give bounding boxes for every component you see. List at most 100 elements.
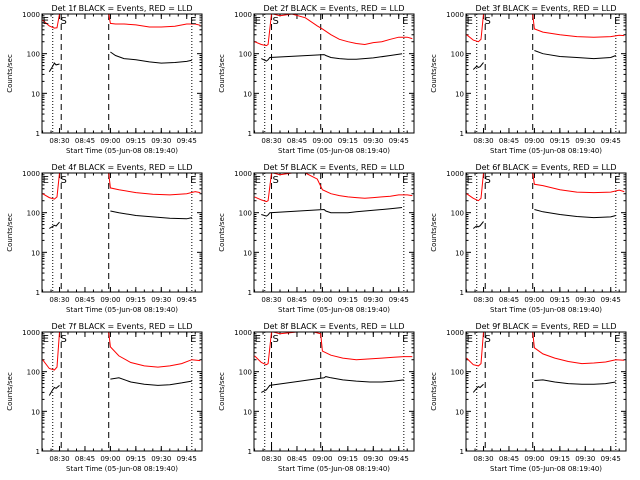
y-tick-label: 100 xyxy=(451,369,464,377)
x-tick-label: 09:15 xyxy=(338,137,358,145)
plot-frame xyxy=(253,331,415,452)
y-tick-label: 100 xyxy=(27,369,40,377)
e-marker-label: E xyxy=(190,334,196,345)
x-tick-label: 08:30 xyxy=(473,296,493,304)
chart-panel-6: Det 6f BLACK = Events, RED = LLD Counts/s… xyxy=(430,163,627,314)
plot-frame xyxy=(465,331,627,452)
e-marker-label: E xyxy=(190,16,196,27)
y-axis-label: Counts/sec xyxy=(430,54,438,93)
x-axis-label: Start Time (05-Jun-08 08:19:40) xyxy=(278,465,390,473)
plot-frame xyxy=(41,331,203,452)
y-tick-label: 10 xyxy=(455,90,464,98)
chart-title: Det 3f BLACK = Events, RED = LLD xyxy=(475,4,616,13)
x-tick-label: 09:15 xyxy=(550,455,570,463)
plot-frame xyxy=(41,172,203,293)
x-tick-label: 09:15 xyxy=(338,296,358,304)
x-axis-label: Start Time (05-Jun-08 08:19:40) xyxy=(278,147,390,155)
chart-title: Det 4f BLACK = Events, RED = LLD xyxy=(51,163,192,172)
y-tick-label: 1 xyxy=(460,448,464,456)
x-tick-label: 08:30 xyxy=(49,296,69,304)
plot-frame xyxy=(41,13,203,134)
x-tick-label: 08:30 xyxy=(261,455,281,463)
x-tick-label: 08:30 xyxy=(473,137,493,145)
x-tick-label: 08:30 xyxy=(49,455,69,463)
y-tick-label: 1000 xyxy=(234,329,252,337)
x-tick-label: 09:30 xyxy=(575,455,595,463)
y-tick-label: 1000 xyxy=(22,170,40,178)
e-marker-label: E xyxy=(614,334,620,345)
x-tick-label: 09:00 xyxy=(100,296,120,304)
x-axis-label: Start Time (05-Jun-08 08:19:40) xyxy=(490,147,602,155)
lld-series-line xyxy=(254,172,413,203)
plot-frame xyxy=(253,13,415,134)
x-tick-label: 09:00 xyxy=(312,137,332,145)
plot-frame xyxy=(465,172,627,293)
e-marker-label: E xyxy=(467,334,473,345)
lld-series-line xyxy=(466,331,625,367)
y-tick-label: 1 xyxy=(36,130,40,138)
x-tick-label: 09:15 xyxy=(126,296,146,304)
x-tick-label: 08:30 xyxy=(261,296,281,304)
x-tick-label: 09:45 xyxy=(389,455,409,463)
y-axis-label: Counts/sec xyxy=(430,372,438,411)
e-marker-label: E xyxy=(255,175,261,186)
x-tick-label: 09:30 xyxy=(151,455,171,463)
y-tick-label: 100 xyxy=(27,210,40,218)
events-series-line xyxy=(48,377,192,396)
y-tick-label: 10 xyxy=(31,408,40,416)
y-tick-label: 1 xyxy=(460,130,464,138)
chart-panel-2: Det 2f BLACK = Events, RED = LLD Counts/s… xyxy=(218,4,415,155)
events-series-line xyxy=(261,376,404,393)
y-tick-label: 1 xyxy=(36,289,40,297)
x-tick-label: 08:30 xyxy=(473,455,493,463)
chart-panel-5: Det 5f BLACK = Events, RED = LLD Counts/s… xyxy=(218,163,415,314)
s-marker-label: S xyxy=(273,175,279,186)
x-tick-label: 09:15 xyxy=(550,296,570,304)
x-tick-label: 09:15 xyxy=(126,137,146,145)
chart-panel-4: Det 4f BLACK = Events, RED = LLD Counts/s… xyxy=(6,163,203,314)
events-series-line xyxy=(472,379,616,393)
y-tick-label: 1000 xyxy=(234,11,252,19)
events-series-line xyxy=(261,53,403,62)
y-tick-label: 10 xyxy=(243,249,252,257)
x-tick-label: 08:45 xyxy=(499,137,519,145)
x-tick-label: 09:15 xyxy=(338,455,358,463)
e-marker-label: E xyxy=(614,16,620,27)
chart-panel-3: Det 3f BLACK = Events, RED = LLD Counts/s… xyxy=(430,4,627,155)
x-tick-label: 09:30 xyxy=(151,296,171,304)
chart-panel-1: Det 1f BLACK = Events, RED = LLD Counts/s… xyxy=(6,4,203,155)
chart-title: Det 7f BLACK = Events, RED = LLD xyxy=(51,322,192,331)
y-axis-label: Counts/sec xyxy=(218,213,226,252)
e-marker-label: E xyxy=(43,175,49,186)
e-marker-label: E xyxy=(255,16,261,27)
x-tick-label: 09:30 xyxy=(363,137,383,145)
x-tick-label: 08:45 xyxy=(75,455,95,463)
s-marker-label: S xyxy=(61,175,67,186)
x-tick-label: 08:45 xyxy=(75,296,95,304)
chart-panel-9: Det 9f BLACK = Events, RED = LLD Counts/s… xyxy=(430,322,627,473)
events-series-line xyxy=(49,210,192,229)
events-series-line xyxy=(261,207,403,217)
y-tick-label: 10 xyxy=(31,249,40,257)
e-marker-label: E xyxy=(43,334,49,345)
events-series-line xyxy=(472,50,616,70)
x-axis-label: Start Time (05-Jun-08 08:19:40) xyxy=(278,306,390,314)
y-tick-label: 100 xyxy=(27,51,40,59)
y-axis-label: Counts/sec xyxy=(218,54,226,93)
y-tick-label: 10 xyxy=(455,408,464,416)
e-marker-label: E xyxy=(190,175,196,186)
y-tick-label: 10 xyxy=(243,90,252,98)
s-marker-label: S xyxy=(273,16,279,27)
s-marker-label: S xyxy=(273,334,279,345)
x-axis-label: Start Time (05-Jun-08 08:19:40) xyxy=(66,147,178,155)
chart-title: Det 2f BLACK = Events, RED = LLD xyxy=(263,4,404,13)
plot-frame xyxy=(253,172,415,293)
x-tick-label: 09:45 xyxy=(177,296,197,304)
y-axis-label: Counts/sec xyxy=(6,213,14,252)
x-tick-label: 09:00 xyxy=(524,137,544,145)
e-marker-label: E xyxy=(614,175,620,186)
s-marker-label: S xyxy=(61,16,67,27)
x-tick-label: 09:00 xyxy=(524,296,544,304)
x-axis-label: Start Time (05-Jun-08 08:19:40) xyxy=(66,306,178,314)
y-tick-label: 1 xyxy=(248,130,252,138)
